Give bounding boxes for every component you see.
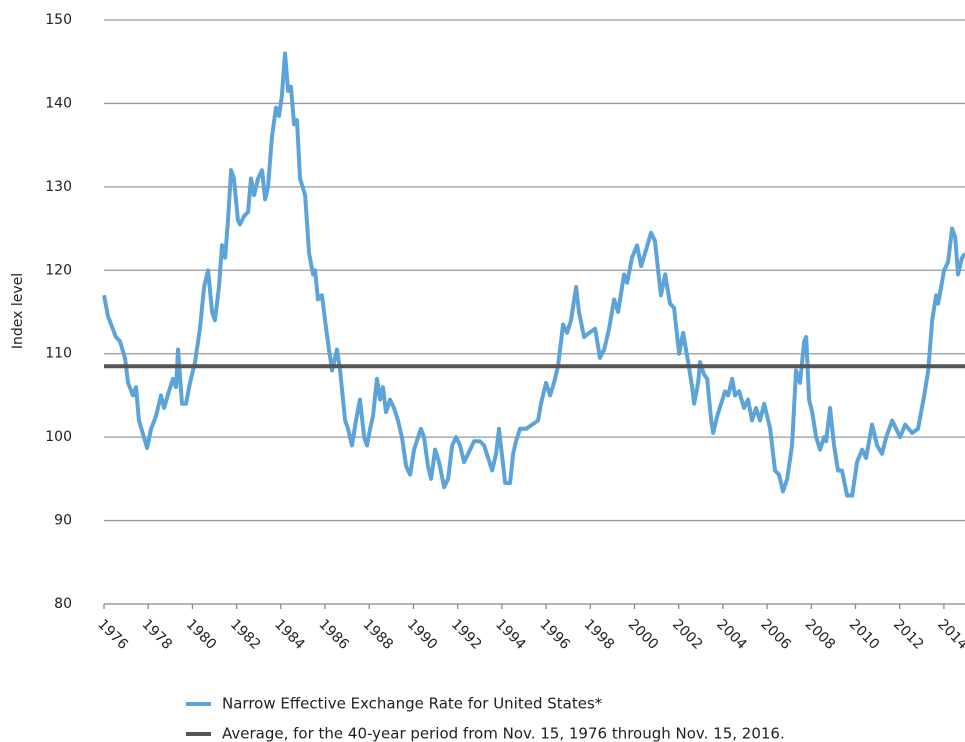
legend-label: Average, for the 40-year period from Nov… — [222, 725, 785, 742]
x-tick-label: 2000 — [625, 616, 662, 653]
y-tick-label: 80 — [54, 596, 72, 612]
x-tick-label: 1998 — [581, 616, 618, 653]
y-tick-label: 120 — [45, 262, 72, 278]
y-axis-label: Index level — [10, 273, 26, 349]
y-tick-label: 130 — [45, 179, 72, 195]
x-tick-label: 2002 — [669, 616, 706, 653]
x-tick-label: 2014 — [934, 616, 965, 653]
x-tick-label: 2012 — [890, 616, 927, 653]
x-tick-label: 2004 — [713, 616, 750, 653]
x-tick-label: 1984 — [271, 616, 308, 653]
data-line — [102, 51, 965, 498]
x-tick-label: 2006 — [757, 616, 794, 653]
x-tick-label: 1976 — [94, 616, 131, 653]
x-tick-label: 1990 — [404, 616, 441, 653]
y-tick-label: 110 — [45, 346, 72, 362]
y-tick-label: 140 — [45, 95, 72, 111]
y-tick-label: 100 — [45, 429, 72, 445]
legend-label: Narrow Effective Exchange Rate for Unite… — [222, 695, 603, 713]
x-tick-label: 1994 — [492, 616, 529, 653]
x-tick-label: 2008 — [802, 616, 839, 653]
x-tick-label: 1986 — [315, 616, 352, 653]
x-tick-label: 1992 — [448, 616, 485, 653]
x-tick-label: 1982 — [227, 616, 264, 653]
x-tick-label: 1978 — [139, 616, 176, 653]
x-tick-label: 2010 — [846, 616, 883, 653]
y-tick-label: 90 — [54, 513, 72, 529]
y-tick-label: 150 — [45, 12, 72, 28]
x-tick-label: 1980 — [183, 616, 220, 653]
x-tick-label: 1996 — [536, 616, 573, 653]
x-tick-label: 1988 — [360, 616, 397, 653]
